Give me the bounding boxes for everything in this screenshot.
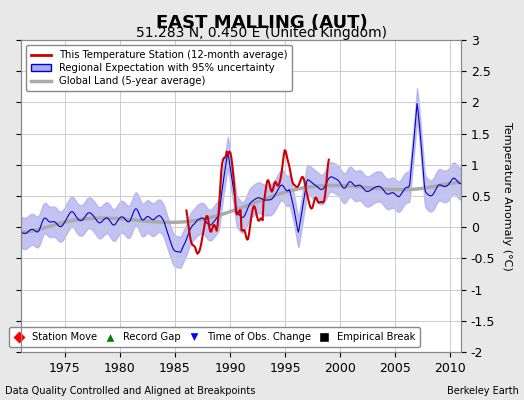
Text: Data Quality Controlled and Aligned at Breakpoints: Data Quality Controlled and Aligned at B… (5, 386, 256, 396)
Y-axis label: Temperature Anomaly (°C): Temperature Anomaly (°C) (502, 122, 512, 270)
Text: Berkeley Earth: Berkeley Earth (447, 386, 519, 396)
Legend: Station Move, Record Gap, Time of Obs. Change, Empirical Break: Station Move, Record Gap, Time of Obs. C… (9, 327, 420, 347)
Text: 51.283 N, 0.450 E (United Kingdom): 51.283 N, 0.450 E (United Kingdom) (136, 26, 388, 40)
Text: EAST MALLING (AUT): EAST MALLING (AUT) (156, 14, 368, 32)
